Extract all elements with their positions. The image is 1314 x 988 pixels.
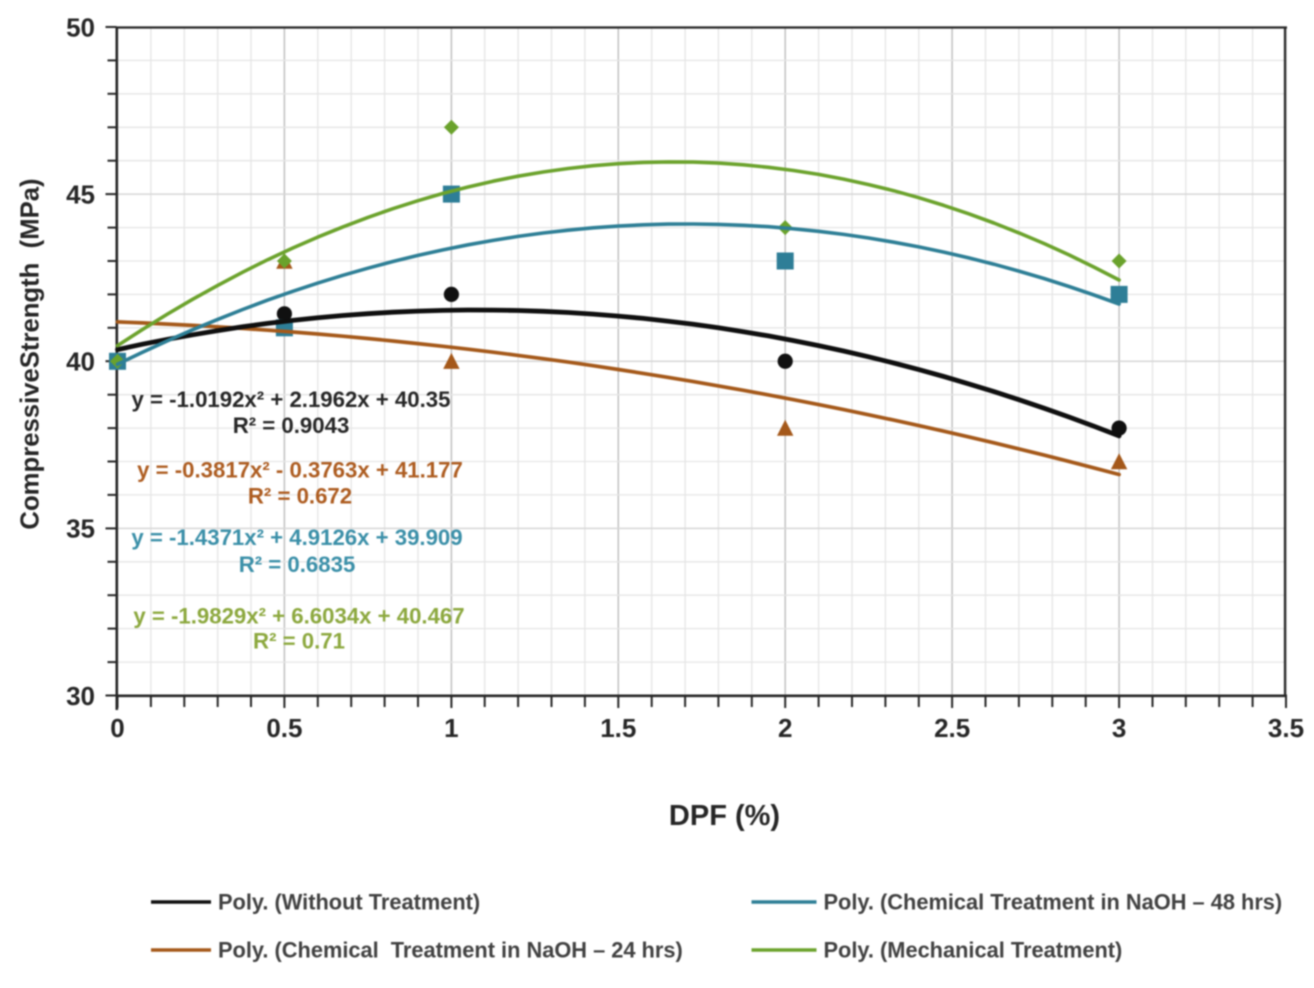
svg-text:0: 0 bbox=[110, 713, 124, 743]
svg-text:y = -1.4371x² + 4.9126x + 39.9: y = -1.4371x² + 4.9126x + 39.909 bbox=[131, 525, 462, 550]
svg-text:R² = 0.672: R² = 0.672 bbox=[248, 484, 352, 509]
svg-text:50: 50 bbox=[66, 12, 95, 42]
svg-text:0.5: 0.5 bbox=[266, 713, 302, 743]
svg-text:3.5: 3.5 bbox=[1268, 713, 1304, 743]
svg-text:y = -1.0192x² + 2.1962x + 40.3: y = -1.0192x² + 2.1962x + 40.35 bbox=[132, 387, 451, 412]
svg-text:R² = 0.71: R² = 0.71 bbox=[253, 629, 345, 654]
svg-text:Poly. (Without Treatment): Poly. (Without Treatment) bbox=[218, 889, 480, 914]
svg-text:y = -1.9829x² + 6.6034x + 40.4: y = -1.9829x² + 6.6034x + 40.467 bbox=[133, 604, 464, 629]
svg-text:2: 2 bbox=[778, 713, 792, 743]
svg-text:Poly. (Mechanical Treatment): Poly. (Mechanical Treatment) bbox=[824, 937, 1123, 962]
svg-text:1.5: 1.5 bbox=[600, 713, 636, 743]
svg-text:3: 3 bbox=[1112, 713, 1126, 743]
svg-text:Poly. (Chemical Treatment in N: Poly. (Chemical Treatment in NaOH – 48 h… bbox=[824, 889, 1283, 914]
svg-text:DPF (%): DPF (%) bbox=[669, 800, 780, 832]
svg-text:30: 30 bbox=[66, 681, 95, 711]
svg-text:R² = 0.9043: R² = 0.9043 bbox=[233, 413, 350, 438]
svg-text:CompressiveStrength (MPa): CompressiveStrength (MPa) bbox=[17, 178, 45, 529]
svg-text:45: 45 bbox=[66, 179, 95, 209]
svg-text:R² = 0.6835: R² = 0.6835 bbox=[239, 552, 356, 577]
svg-text:2.5: 2.5 bbox=[934, 713, 970, 743]
svg-text:40: 40 bbox=[66, 347, 95, 377]
svg-text:35: 35 bbox=[66, 514, 95, 544]
svg-text:Poly. (Chemical Treatment in: Poly. (Chemical Treatment in NaOH – 24 h… bbox=[218, 937, 683, 962]
svg-text:1: 1 bbox=[444, 713, 458, 743]
svg-text:y = -0.3817x² - 0.3763x + 41.1: y = -0.3817x² - 0.3763x + 41.177 bbox=[137, 458, 463, 483]
